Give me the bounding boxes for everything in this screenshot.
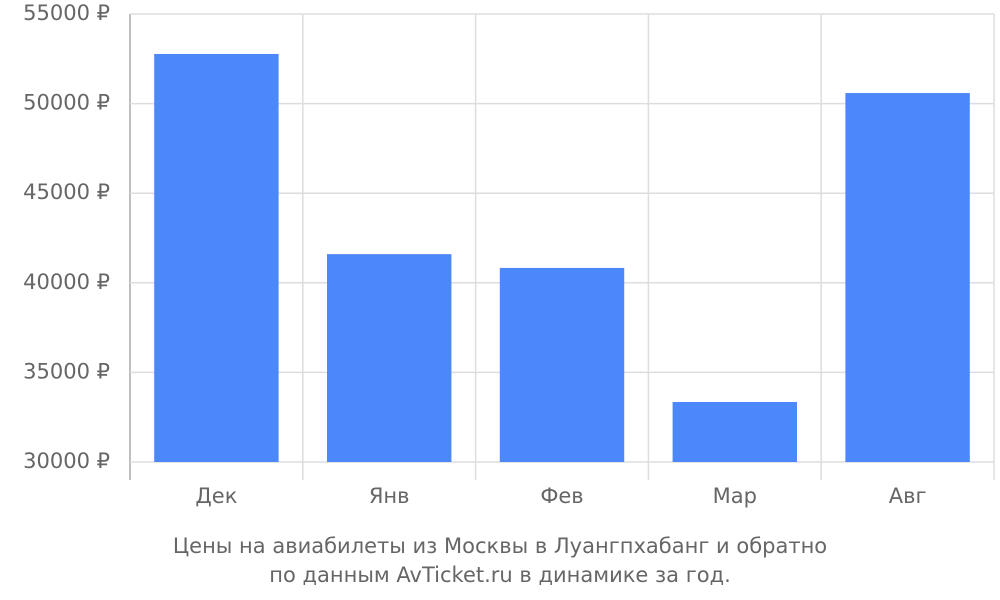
x-tick-label: Мар: [713, 484, 757, 508]
x-tick-label: Фев: [540, 484, 583, 508]
y-tick-label: 35000 ₽: [23, 359, 110, 383]
x-tick-label: Янв: [369, 484, 410, 508]
chart-title: по данным AvTicket.ru в динамике за год.: [269, 563, 731, 587]
y-tick-label: 30000 ₽: [23, 449, 110, 473]
x-tick-label: Авг: [889, 484, 927, 508]
y-tick-label: 50000 ₽: [23, 91, 110, 115]
y-tick-label: 55000 ₽: [23, 1, 110, 25]
y-tick-label: 45000 ₽: [23, 180, 110, 204]
bar: [845, 93, 970, 463]
bar: [499, 267, 625, 462]
y-tick-label: 40000 ₽: [23, 270, 110, 294]
x-tick-label: Дек: [195, 484, 237, 508]
chart-title: Цены на авиабилеты из Москвы в Луангпхаб…: [173, 534, 827, 558]
bar: [326, 254, 452, 462]
bar: [154, 53, 279, 462]
bar: [672, 401, 798, 462]
